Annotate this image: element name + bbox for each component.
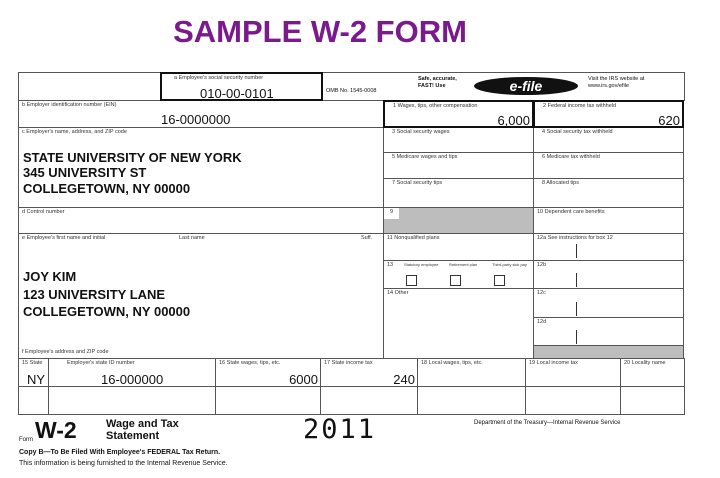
ein-box: b Employer identification number (EIN) 1… — [18, 100, 384, 128]
employee-address-label: f Employee's address and ZIP code — [22, 349, 109, 355]
box-12d-label: 12d — [537, 319, 547, 325]
employee-line-3: COLLEGETOWN, NY 00000 — [23, 304, 191, 319]
box-2: 2 Federal income tax withheld 620 — [533, 100, 684, 128]
box-12c-label: 12c — [537, 290, 546, 296]
box-14: 14 Other — [383, 288, 534, 359]
box-1: 1 Wages, tips, other compensation 6,000 — [383, 100, 534, 128]
box-2-label: 2 Federal income tax withheld — [543, 103, 617, 109]
efile-logo: e-file — [474, 77, 578, 95]
form-title-2: Statement — [106, 430, 160, 442]
box-4: 4 Social security tax withheld — [533, 127, 684, 153]
fast-text: FAST! Use — [418, 83, 446, 89]
form-word: Form — [19, 437, 33, 443]
box-12b-divider — [576, 273, 577, 287]
box-4-label: 4 Social security tax withheld — [542, 129, 613, 135]
state-id-value: 16-000000 — [101, 372, 164, 387]
control-number-box: d Control number — [18, 207, 384, 234]
box-12c: 12c — [533, 288, 684, 318]
ssn-box: a Employee's social security number 010-… — [160, 72, 323, 101]
box-11: 11 Nonqualified plans — [383, 233, 534, 261]
employee-line-1: JOY KIM — [23, 269, 77, 284]
statutory-checkbox[interactable] — [406, 275, 417, 286]
omb-number: OMB No. 1545-0008 — [326, 88, 377, 94]
state-id-label: Employer's state ID number — [67, 360, 135, 366]
box-20-label: 20 Locality name — [624, 360, 666, 366]
box-12d: 12d — [533, 317, 684, 346]
box-13: 13 Statutory employee Retirement plan Th… — [383, 260, 534, 289]
top-right-header: OMB No. 1545-0008 Safe, accurate, FAST! … — [322, 72, 685, 101]
box-19-label: 19 Local income tax — [529, 360, 578, 366]
copy-b-text: Copy B—To Be Filed With Employee's FEDER… — [19, 449, 221, 456]
box-14-label: 14 Other — [387, 290, 409, 296]
box-16-label: 16 State wages, tips, etc. — [219, 360, 281, 366]
ein-label: b Employer identification number (EIN) — [22, 102, 117, 108]
sickpay-label: Third-party sick pay — [492, 262, 527, 267]
employee-box: e Employee's first name and initial Last… — [18, 233, 384, 359]
state-value: NY — [27, 372, 46, 387]
box-12b: 12b — [533, 260, 684, 289]
employer-line-2: 345 UNIVERSITY ST — [23, 165, 147, 180]
info-text: This information is being furnished to t… — [19, 460, 228, 467]
box-6: 6 Medicare tax withheld — [533, 152, 684, 179]
retirement-checkbox[interactable] — [450, 275, 461, 286]
box-12c-divider — [576, 302, 577, 316]
box-9: 9 — [383, 207, 534, 234]
box-2-value: 620 — [658, 113, 680, 128]
form-name: W-2 — [35, 417, 77, 443]
box-5-label: 5 Medicare wages and tips — [392, 154, 458, 160]
tax-year: 2011 — [303, 414, 377, 445]
box-13-label: 13 — [387, 262, 394, 268]
ein-value: 16-0000000 — [161, 112, 231, 127]
state-row-divider — [18, 386, 685, 387]
sickpay-checkbox[interactable] — [494, 275, 505, 286]
employee-name-label: e Employee's first name and initial — [22, 235, 106, 241]
box-10-label: 10 Dependent care benefits — [537, 209, 605, 215]
box-18-label: 18 Local wages, tips, etc. — [421, 360, 483, 366]
visit-text-1: Visit the IRS website at — [588, 76, 645, 82]
box-12a: 12a See instructions for box 12 — [533, 233, 684, 261]
employer-name-box: c Employer's name, address, and ZIP code… — [18, 127, 384, 208]
box-1-value: 6,000 — [497, 113, 530, 128]
employee-last-label: Last name — [179, 235, 205, 241]
shaded-area — [533, 345, 684, 359]
box-5: 5 Medicare wages and tips — [383, 152, 534, 179]
visit-text-2: www.irs.gov/efile — [588, 83, 629, 89]
box-3: 3 Social security wages — [383, 127, 534, 153]
employee-line-2: 123 UNIVERSITY LANE — [23, 287, 166, 302]
box-12b-label: 12b — [537, 262, 547, 268]
form-title-1: Wage and Tax — [106, 418, 179, 430]
box-8: 8 Allocated tips — [533, 178, 684, 208]
employer-name-label: c Employer's name, address, and ZIP code — [22, 129, 127, 135]
employer-line-1: STATE UNIVERSITY OF NEW YORK — [23, 150, 242, 165]
box-9-label: 9 — [384, 208, 400, 219]
employee-suff-label: Suff. — [361, 235, 373, 241]
box-12a-divider — [576, 244, 577, 258]
box-1-label: 1 Wages, tips, other compensation — [393, 103, 478, 109]
box-8-label: 8 Allocated tips — [542, 180, 579, 186]
department-text: Department of the Treasury—Internal Reve… — [474, 420, 621, 426]
ssn-value: 010-00-0101 — [200, 86, 274, 101]
box-6-label: 6 Medicare tax withheld — [542, 154, 600, 160]
ssn-label: a Employee's social security number — [174, 75, 264, 81]
page-title: SAMPLE W-2 FORM — [173, 14, 467, 49]
top-left-blank — [18, 72, 161, 101]
statutory-label: Statutory employee — [404, 262, 439, 267]
retirement-label: Retirement plan — [449, 262, 478, 267]
box-16-value: 6000 — [289, 372, 318, 387]
box-17-label: 17 State income tax — [324, 360, 373, 366]
box-11-label: 11 Nonqualified plans — [387, 235, 440, 241]
box-12d-divider — [576, 330, 577, 344]
box-10: 10 Dependent care benefits — [533, 207, 684, 234]
box-15-label: 15 State — [22, 360, 43, 366]
employer-line-3: COLLEGETOWN, NY 00000 — [23, 181, 191, 196]
box-7-label: 7 Social security tips — [392, 180, 443, 186]
box-12a-label: 12a See instructions for box 12 — [537, 235, 613, 241]
box-7: 7 Social security tips — [383, 178, 534, 208]
safe-text: Safe, accurate, — [418, 76, 457, 82]
control-number-label: d Control number — [22, 209, 65, 215]
box-3-label: 3 Social security wages — [392, 129, 450, 135]
box-17-value: 240 — [393, 372, 415, 387]
